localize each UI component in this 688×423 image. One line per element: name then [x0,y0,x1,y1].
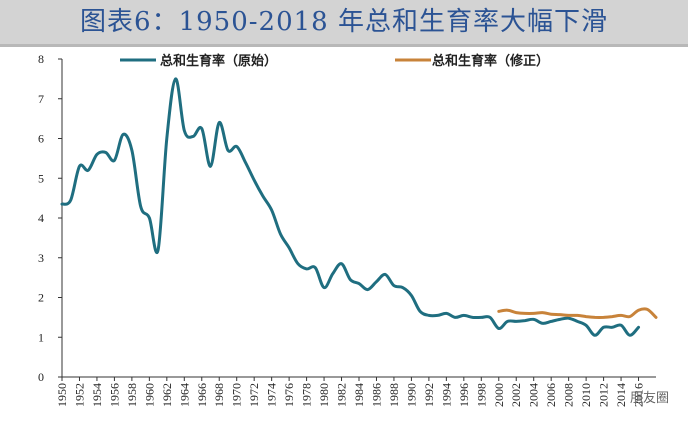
y-tick-labels: 0 1 2 3 4 5 6 7 8 [38,52,44,384]
x-tick-label: 1966 [195,383,209,407]
x-tick-label: 1984 [352,383,366,407]
legend-label: 总和生育率（原始） [160,53,277,69]
x-tick-label: 2000 [492,383,506,407]
x-tick-label: 2012 [597,383,611,407]
x-tick-label: 2002 [509,383,523,407]
x-tick-label: 1992 [422,383,436,407]
title-divider [0,44,688,47]
chart-title: 图表6：1950-2018 年总和生育率大幅下滑 [80,7,608,37]
x-tick-label: 1978 [300,383,314,407]
x-tick-label: 2004 [527,383,541,407]
title-bar [0,0,688,44]
legend-label: 总和生育率（修正） [432,53,549,69]
x-tick-label: 1958 [125,383,139,407]
x-tick-label: 1980 [317,383,331,407]
y-tick-label: 8 [38,52,44,66]
x-tick-label: 1986 [369,383,383,407]
x-tick-label: 1976 [282,383,296,407]
x-tick-label: 1972 [247,383,261,407]
x-tick-label: 1982 [335,383,349,407]
series-layer [60,77,658,337]
x-tick-label: 1960 [142,383,156,407]
y-tick-label: 7 [38,92,44,106]
series-line-original [60,77,640,337]
x-tick-label: 1954 [90,383,104,407]
y-tick-label: 1 [38,330,44,344]
y-tick-label: 5 [38,171,44,185]
x-tick-label: 2016 [632,383,646,407]
x-tick-label: 1968 [212,383,226,407]
x-tick-label: 1998 [474,383,488,407]
x-tick-label: 1974 [265,383,279,407]
axes [58,58,656,381]
y-tick-label: 4 [38,211,44,225]
x-tick-label: 2014 [614,383,628,407]
x-tick-label: 2008 [562,383,576,407]
x-tick-label: 1952 [72,383,86,407]
x-tick-label: 1956 [107,383,121,407]
x-tick-label: 2010 [579,383,593,407]
x-tick-label: 1950 [55,383,69,407]
series-line-corrected [497,307,658,319]
y-tick-label: 3 [38,251,44,265]
y-tick-label: 0 [38,370,44,384]
x-tick-label: 1962 [160,383,174,407]
x-tick-label: 1994 [439,383,453,407]
x-tick-label: 1996 [457,383,471,407]
x-tick-label: 1990 [404,383,418,407]
x-tick-label: 1970 [230,383,244,407]
x-tick-label: 1988 [387,383,401,407]
y-tick-label: 6 [38,132,44,146]
y-tick-label: 2 [38,291,44,305]
legend: 总和生育率（原始） 总和生育率（修正） [120,53,549,69]
x-tick-labels: 1950 1952 1954 1956 1958 1960 1962 1964 1966 1968… [55,383,646,407]
watermark-text: 朋友圈 [630,390,669,406]
x-tick-label: 1964 [177,383,191,407]
x-tick-label: 2006 [544,383,558,407]
